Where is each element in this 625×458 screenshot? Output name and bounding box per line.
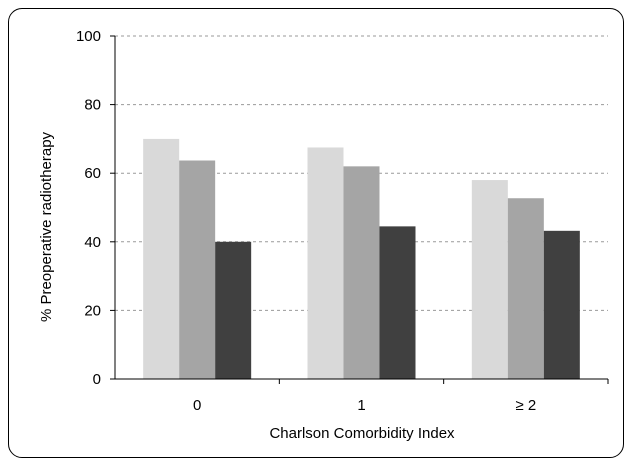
bar [143, 138, 180, 379]
bar [471, 180, 508, 379]
bars [143, 138, 580, 379]
x-tick-label: 1 [357, 397, 365, 414]
x-tick-label: ≥ 2 [515, 397, 536, 414]
x-axis-label: Charlson Comorbidity Index [269, 425, 455, 442]
y-tick-label: 100 [76, 28, 101, 45]
axes [114, 36, 608, 380]
y-axis-ticks: 0 20 40 60 80 100 [76, 28, 115, 388]
y-tick-label: 20 [84, 302, 101, 319]
bar [179, 160, 216, 379]
y-tick-label: 40 [84, 234, 101, 251]
bar [343, 166, 380, 379]
bar-chart: 0 20 40 60 80 100 0 1 ≥ 2 % Preoperative radiot… [38, 28, 609, 442]
bar [507, 198, 544, 379]
x-tick-label: 0 [193, 397, 201, 414]
x-axis-ticks: 0 1 ≥ 2 [193, 379, 609, 414]
y-axis-label: % Preoperative radiotherapy [38, 131, 55, 322]
y-tick-label: 80 [84, 97, 101, 114]
bar [543, 230, 580, 379]
y-tick-label: 0 [93, 371, 101, 388]
bar [307, 147, 344, 379]
bar [215, 241, 252, 379]
y-tick-label: 60 [84, 165, 101, 182]
bar [379, 226, 416, 379]
